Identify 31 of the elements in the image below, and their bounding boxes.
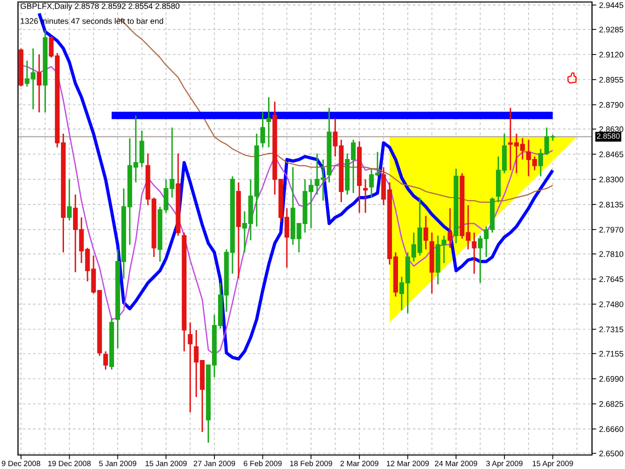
candlestick bbox=[103, 350, 108, 370]
candlestick bbox=[363, 178, 368, 214]
candlestick bbox=[67, 178, 72, 222]
y-tick-label: 2.9445 bbox=[599, 2, 624, 8]
y-tick-label: 2.7155 bbox=[599, 350, 624, 357]
y-tick-label: 2.7645 bbox=[599, 276, 624, 282]
y-tick-label: 2.7970 bbox=[599, 226, 624, 233]
y-tick-label: 2.6500 bbox=[599, 450, 624, 456]
candlestick bbox=[266, 96, 272, 148]
y-tick-label: 2.6660 bbox=[599, 426, 624, 432]
y-tick-label: 2.8955 bbox=[599, 76, 624, 83]
y-tick-label: 2.6825 bbox=[599, 401, 624, 407]
y-tick-label: 2.8465 bbox=[599, 152, 624, 158]
y-tick-label: 2.9120 bbox=[599, 52, 624, 58]
candlestick bbox=[423, 215, 428, 250]
y-tick-label: 2.8630 bbox=[599, 126, 624, 132]
candlestick bbox=[260, 112, 266, 148]
y-tick-label: 2.9285 bbox=[599, 26, 624, 32]
y-tick-label: 2.7480 bbox=[599, 301, 624, 308]
y-tick-label: 2.7810 bbox=[599, 251, 624, 257]
y-tick-label: 2.8790 bbox=[599, 102, 624, 108]
candlestick bbox=[448, 208, 452, 249]
y-tick-label: 2.8300 bbox=[599, 176, 624, 182]
candlestick bbox=[188, 322, 193, 413]
chart-title: GBPLFX,Daily 2.8578 2.8592 2.8554 2.8580 bbox=[20, 3, 180, 11]
candlestick bbox=[472, 232, 477, 274]
y-tick-label: 2.8135 bbox=[599, 202, 624, 208]
y-tick-label: 2.6990 bbox=[599, 376, 624, 382]
candlestick bbox=[36, 54, 42, 114]
y-tick-label: 2.7315 bbox=[599, 326, 624, 332]
line-series bbox=[38, 12, 554, 361]
